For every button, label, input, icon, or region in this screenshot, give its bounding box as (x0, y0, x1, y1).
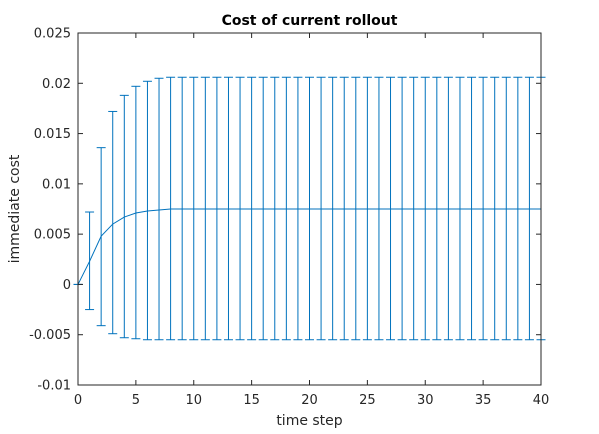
x-tick-label: 20 (301, 393, 318, 408)
error-bar (386, 76, 396, 341)
error-bar (177, 76, 187, 341)
error-bar (513, 76, 523, 341)
y-axis-ticks: -0.01 -0.005 0 0.005 0.01 0.015 0.02 0.025 (29, 27, 541, 394)
error-bar (166, 76, 176, 341)
error-bar (316, 76, 326, 341)
error-bar (223, 76, 233, 341)
error-bar (305, 76, 314, 341)
error-bar (432, 76, 442, 341)
error-bar (247, 76, 257, 341)
error-bar (455, 76, 465, 341)
error-bars (73, 76, 546, 341)
error-bar (293, 76, 303, 341)
error-bar (409, 76, 419, 341)
error-bar (478, 76, 488, 341)
error-bar (362, 76, 372, 341)
error-bar (235, 76, 245, 341)
series-line (77, 208, 541, 285)
y-tick-label: 0.01 (42, 177, 71, 192)
error-bar (328, 76, 338, 341)
x-tick-label: 30 (417, 393, 434, 408)
y-tick-label: 0 (63, 278, 71, 293)
x-axis-label: time step (276, 413, 342, 429)
error-bar (270, 76, 280, 341)
x-tick-label: 40 (533, 393, 550, 408)
error-bar (501, 76, 511, 341)
error-bar (258, 76, 268, 341)
error-bar (281, 76, 291, 341)
x-tick-label: 10 (185, 393, 202, 408)
x-tick-label: 15 (243, 393, 260, 408)
error-bar (524, 76, 534, 341)
x-tick-label: 0 (74, 393, 82, 408)
y-tick-label: 0.015 (34, 127, 71, 142)
y-axis-label: immediate cost (7, 154, 23, 263)
chart-title: Cost of current rollout (222, 13, 398, 29)
x-tick-label: 35 (475, 393, 492, 408)
error-bar (443, 76, 453, 341)
error-bar (189, 76, 199, 341)
y-tick-label: 0.02 (42, 77, 71, 92)
error-bar (467, 76, 477, 341)
error-bar (490, 76, 500, 341)
error-bar (154, 77, 164, 341)
error-bar (420, 76, 430, 341)
error-bar (397, 76, 407, 341)
y-tick-label: -0.005 (29, 328, 71, 343)
error-bar (212, 76, 222, 341)
y-tick-label: 0.025 (34, 27, 71, 42)
y-tick-label: 0.005 (34, 228, 71, 243)
error-bar (200, 76, 210, 341)
error-bar (339, 76, 349, 341)
error-bar (374, 76, 384, 341)
x-axis-ticks: 0 5 10 15 20 25 30 35 40 (74, 33, 549, 408)
y-tick-label: -0.01 (37, 379, 71, 394)
error-bar (351, 76, 361, 341)
x-tick-label: 25 (359, 393, 376, 408)
error-bar (108, 110, 118, 335)
x-tick-label: 5 (132, 393, 140, 408)
